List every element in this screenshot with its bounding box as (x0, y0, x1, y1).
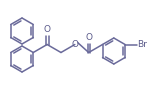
Text: O: O (71, 40, 78, 49)
Text: Br: Br (138, 40, 147, 49)
Text: O: O (44, 25, 51, 34)
Text: O: O (85, 33, 92, 42)
